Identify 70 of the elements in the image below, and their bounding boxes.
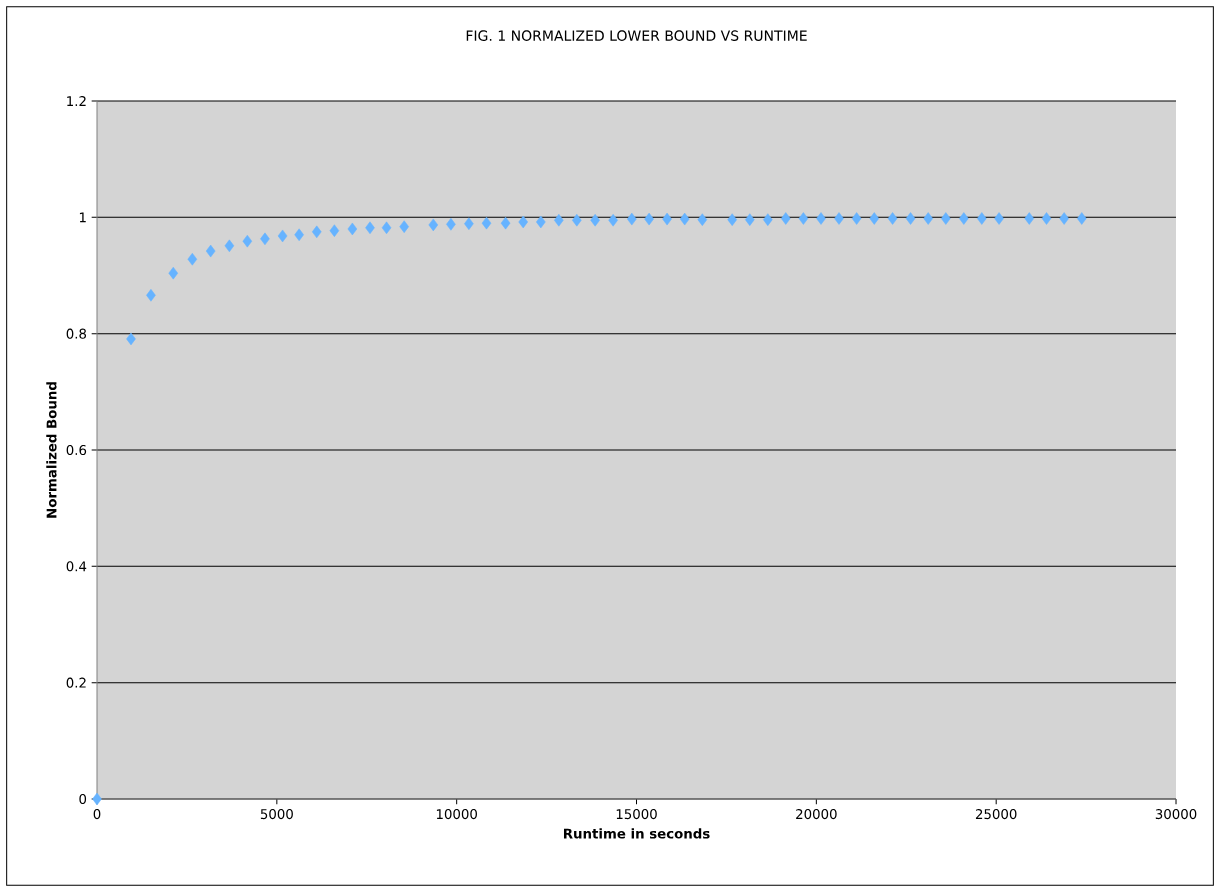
y-tick-label: 0.2: [66, 677, 86, 688]
point: [518, 215, 528, 229]
point: [464, 217, 474, 230]
point: [277, 229, 288, 243]
point: [798, 212, 809, 225]
x-tick-label: 10000: [436, 809, 477, 820]
point: [590, 213, 600, 227]
point: [679, 212, 690, 226]
x-tick-label: 30000: [1155, 809, 1197, 820]
y-axis-title: Normalized Bound: [46, 382, 57, 518]
point: [644, 212, 654, 226]
point: [1077, 212, 1087, 225]
point: [554, 213, 564, 227]
point: [697, 213, 708, 226]
x-tick-label: 20000: [796, 809, 837, 820]
point: [381, 221, 392, 235]
y-tick-label: 0.4: [66, 561, 87, 572]
point: [662, 212, 672, 226]
point: [1059, 212, 1069, 225]
point: [168, 266, 179, 280]
point: [126, 332, 136, 346]
point: [365, 221, 375, 235]
x-tick-label: 5000: [260, 809, 293, 820]
point: [536, 215, 546, 229]
point: [994, 212, 1004, 225]
point: [727, 213, 737, 226]
x-axis-title: Runtime in seconds: [563, 828, 710, 839]
point: [347, 222, 358, 236]
point: [311, 225, 322, 239]
point: [146, 289, 156, 302]
point: [869, 212, 880, 225]
point: [500, 216, 511, 230]
point: [608, 213, 618, 227]
point: [941, 212, 951, 225]
point: [428, 218, 439, 232]
point: [816, 212, 826, 225]
y-tick-label: 0.6: [66, 444, 87, 456]
point: [242, 234, 253, 248]
x-tick-label: 25000: [975, 809, 1017, 820]
point: [923, 212, 933, 225]
point: [834, 212, 844, 225]
point: [763, 213, 773, 226]
point: [851, 212, 862, 225]
point: [260, 232, 270, 246]
chart-title: FIG. 1 NORMALIZED LOWER BOUND VS RUNTIME: [466, 30, 807, 41]
point: [887, 212, 898, 225]
point: [399, 220, 409, 233]
x-tick-label: 0: [93, 809, 101, 820]
point: [1024, 212, 1035, 225]
point: [294, 228, 304, 242]
point: [745, 213, 755, 226]
point: [1041, 212, 1052, 225]
point: [905, 212, 916, 225]
point: [92, 792, 102, 806]
point: [627, 212, 637, 226]
point: [959, 212, 969, 225]
point: [977, 212, 987, 225]
x-tick-label: 15000: [616, 809, 657, 820]
y-tick-label: 1: [79, 212, 86, 223]
point: [205, 244, 216, 258]
y-tick-label: 0: [79, 793, 87, 805]
point: [446, 218, 456, 231]
y-tick-label: 0.8: [66, 328, 87, 339]
point: [187, 252, 198, 266]
point: [224, 239, 235, 253]
point: [329, 224, 340, 237]
y-tick-label: 1.2: [67, 96, 86, 106]
point: [572, 213, 582, 227]
point: [781, 212, 791, 225]
point: [481, 216, 492, 230]
